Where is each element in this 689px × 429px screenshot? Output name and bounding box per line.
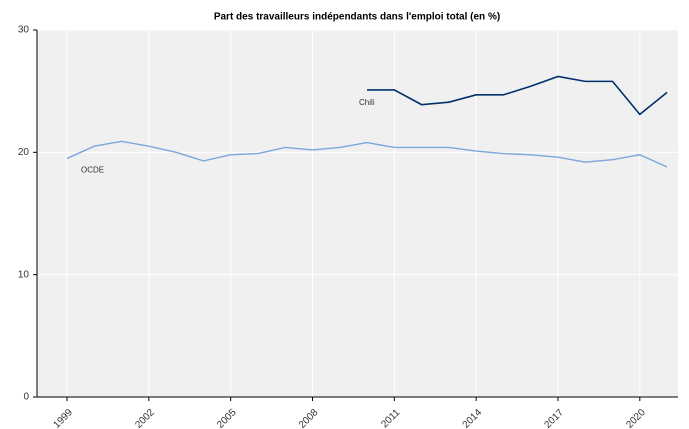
y-tick-label: 20 xyxy=(18,147,30,158)
plot-area xyxy=(37,30,678,397)
x-tick-label: 1999 xyxy=(51,407,75,429)
y-tick-label: 10 xyxy=(18,269,30,280)
x-tick-label: 2020 xyxy=(624,407,648,429)
x-tick-label: 2002 xyxy=(133,407,157,429)
x-tick-label: 2017 xyxy=(542,407,566,429)
x-tick-label: 2011 xyxy=(379,407,402,429)
y-tick-label: 30 xyxy=(18,25,30,36)
y-tick-label: 0 xyxy=(23,392,29,403)
series-label: OCDE xyxy=(81,166,104,175)
x-tick-label: 2014 xyxy=(461,407,485,429)
series-line xyxy=(66,140,668,168)
chart-title: Part des travailleurs indépendants dans … xyxy=(214,12,500,23)
x-tick-label: 2008 xyxy=(297,407,321,429)
x-tick-label: 2005 xyxy=(215,407,239,429)
series-line xyxy=(367,75,668,116)
series-label: Chili xyxy=(359,98,375,107)
